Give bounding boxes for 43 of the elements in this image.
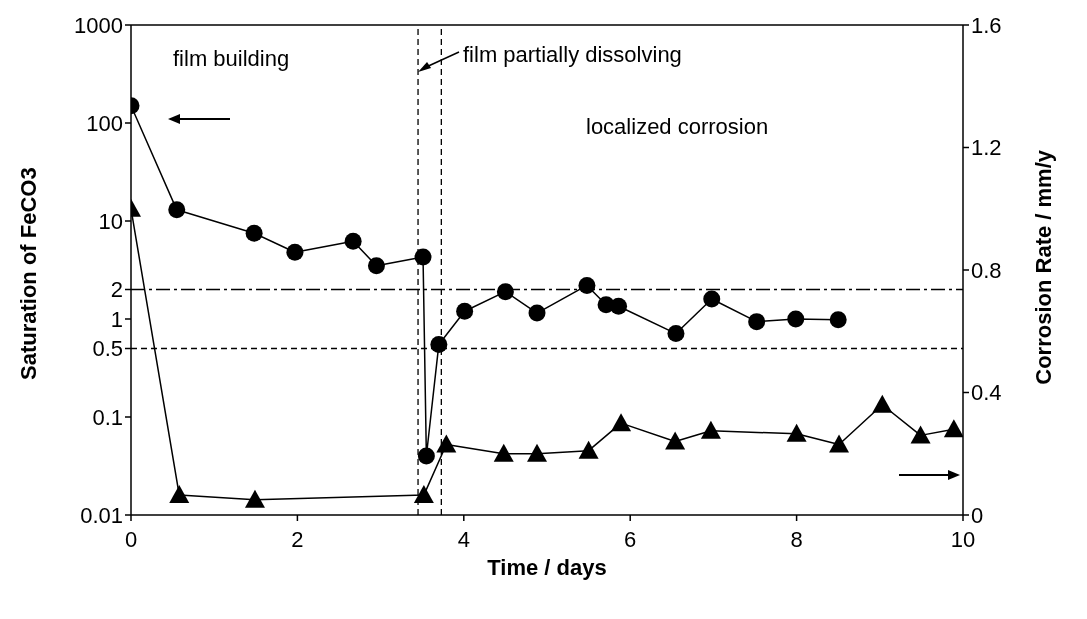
y-tick-label: 10 xyxy=(98,208,123,234)
point xyxy=(528,304,546,322)
x-tick-label: 8 xyxy=(790,526,803,552)
point xyxy=(245,224,263,242)
y-tick-label: 100 xyxy=(86,110,123,136)
y-tick-label: 1 xyxy=(110,306,123,332)
y-axis-title: Saturation of FeCO3 xyxy=(15,167,41,380)
x-tick-label: 4 xyxy=(457,526,470,552)
point xyxy=(286,243,304,261)
point xyxy=(414,248,432,266)
point xyxy=(168,201,186,219)
point xyxy=(430,335,448,353)
point xyxy=(748,313,766,331)
y2-tick-label: 1.6 xyxy=(971,12,1002,38)
annotation: film building xyxy=(173,46,290,71)
y2-tick-label: 0 xyxy=(971,502,984,528)
point xyxy=(496,283,514,301)
y-tick-label: 0.01 xyxy=(80,502,123,528)
x-tick-label: 2 xyxy=(291,526,304,552)
annotation: film partially dissolving xyxy=(463,42,682,67)
point xyxy=(667,325,685,343)
point xyxy=(344,232,362,250)
point xyxy=(787,310,805,328)
y-tick-label: 1000 xyxy=(74,12,123,38)
y-tick-label: 2 xyxy=(110,277,123,303)
x-tick-label: 6 xyxy=(624,526,637,552)
y-tick-label: 0.5 xyxy=(92,336,123,362)
y2-tick-label: 0.4 xyxy=(971,380,1002,406)
point xyxy=(367,257,385,275)
x-tick-label: 10 xyxy=(950,526,976,552)
y-tick-label: 0.1 xyxy=(92,404,123,430)
point xyxy=(610,297,628,315)
point xyxy=(456,302,474,320)
x-axis-title: Time / days xyxy=(487,555,607,580)
point xyxy=(417,447,435,465)
annotation: localized corrosion xyxy=(586,114,769,139)
point xyxy=(578,276,596,294)
point xyxy=(829,311,847,329)
y2-tick-label: 0.8 xyxy=(971,257,1002,283)
y2-axis-title: Corrosion Rate / mm/y xyxy=(1030,149,1056,385)
x-tick-label: 0 xyxy=(124,526,138,552)
y2-tick-label: 1.2 xyxy=(971,135,1002,161)
point xyxy=(703,290,721,308)
